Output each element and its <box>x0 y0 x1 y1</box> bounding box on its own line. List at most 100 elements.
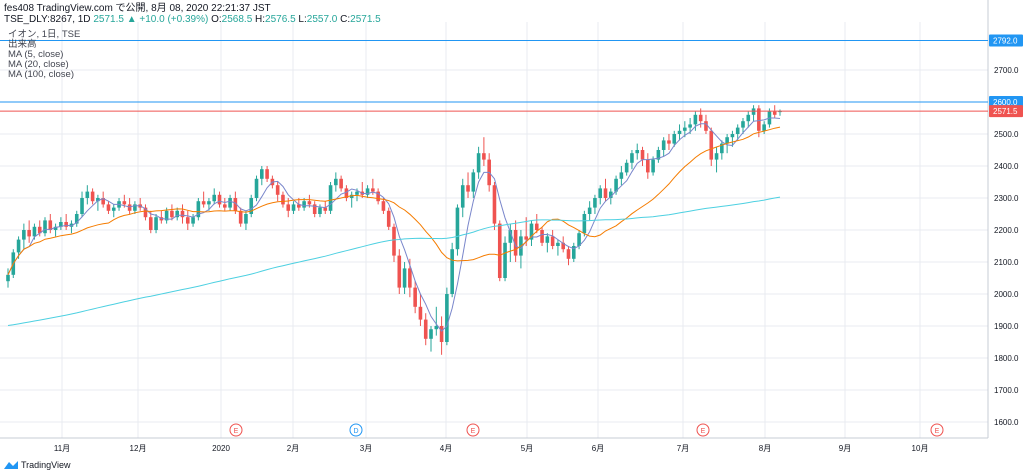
candle-body <box>127 204 132 211</box>
candle-body <box>762 124 766 131</box>
y-tick-label: 2100.0 <box>994 258 1019 267</box>
candle-body <box>704 121 708 131</box>
candle-body <box>677 130 682 134</box>
candle-body <box>661 140 666 150</box>
publish-info: fes408 TradingView.com で公開, 8月 08, 2020 … <box>4 3 271 14</box>
candle-body <box>143 207 148 218</box>
candle-body <box>450 249 454 294</box>
candle-body <box>133 204 137 211</box>
candle-body <box>741 121 745 128</box>
indicator-legend: イオン, 1日, TSE 出来高 MA (5, close) MA (20, c… <box>8 30 80 80</box>
candle-body <box>328 185 333 211</box>
legend-ma100[interactable]: MA (100, close) <box>8 69 74 80</box>
legend-ma5[interactable]: MA (5, close) <box>8 49 64 60</box>
legend-ma20[interactable]: MA (20, close) <box>8 59 69 70</box>
ma100-line <box>7 196 781 326</box>
candle-body <box>101 198 105 205</box>
x-tick-label: 12月 <box>130 444 147 453</box>
candle-body <box>355 191 359 195</box>
candle-body <box>683 127 687 131</box>
candle-body <box>170 210 174 218</box>
candle-body <box>334 178 338 186</box>
candle-body <box>757 108 761 131</box>
change-arrow-icon: ▲ <box>126 14 137 25</box>
candle-body <box>154 217 158 230</box>
candle-body <box>476 153 481 173</box>
candle-body <box>260 169 264 179</box>
earnings-marker[interactable] <box>696 423 710 437</box>
legend-volume[interactable]: 出来高 <box>8 39 37 50</box>
ma5-line <box>7 117 781 332</box>
candle-body <box>545 236 550 243</box>
candle-body <box>318 207 322 214</box>
dividend-marker[interactable] <box>349 423 363 437</box>
candle-body <box>228 198 232 208</box>
candle-body <box>392 226 396 256</box>
candle-body <box>53 226 58 230</box>
candle-body <box>556 242 560 246</box>
candle-body <box>164 210 169 221</box>
y-tick-label: 1600.0 <box>994 418 1019 427</box>
candle-body <box>672 134 677 144</box>
x-tick-label: 8月 <box>759 444 771 453</box>
candle-body <box>32 226 37 237</box>
ma20-line <box>7 126 781 276</box>
candle-body <box>365 188 370 195</box>
candle-body <box>688 124 692 128</box>
earnings-marker[interactable] <box>930 423 944 437</box>
candle-body <box>709 130 714 160</box>
candle-body <box>222 204 227 208</box>
candle-body <box>6 274 10 282</box>
candle-body <box>85 191 90 198</box>
candle-body <box>249 198 254 214</box>
candle-body <box>122 201 127 205</box>
x-tick-label: 7月 <box>677 444 689 453</box>
candle-body <box>90 191 95 202</box>
x-tick-label: 5月 <box>521 444 533 453</box>
price-label-box <box>989 96 1023 108</box>
y-tick-label: 2400.0 <box>994 162 1019 171</box>
symbol-ohlc-line: TSE_DLY:8267, 1D 2571.5 ▲ +10.0 (+0.39%)… <box>4 14 381 25</box>
low-label: L: <box>298 14 307 25</box>
candle-body <box>413 287 417 307</box>
candle-body <box>16 239 21 253</box>
candle-body <box>698 114 703 122</box>
candle-body <box>302 201 306 208</box>
candle-body <box>561 242 566 250</box>
candle-body <box>534 223 539 230</box>
candle-body <box>281 194 285 205</box>
close-value: 2571.5 <box>350 14 381 25</box>
earnings-marker[interactable] <box>466 423 480 437</box>
y-tick-label: 2700.0 <box>994 66 1019 75</box>
candle-body <box>212 194 217 202</box>
candle-body <box>418 306 423 320</box>
candle-body <box>714 153 719 160</box>
tradingview-brand[interactable]: TradingView <box>4 460 71 470</box>
candle-body <box>297 204 301 208</box>
candle-body <box>238 210 243 224</box>
candle-body <box>582 214 587 234</box>
candle-body <box>64 222 68 227</box>
candle-body <box>185 217 190 224</box>
y-tick-label: 2300.0 <box>994 194 1019 203</box>
price-label-box <box>989 105 1023 118</box>
candle-body <box>439 326 444 342</box>
candle-body <box>196 201 201 218</box>
dividend-marker-label: D <box>353 428 358 435</box>
candle-body <box>513 230 518 256</box>
candle-body <box>371 188 375 192</box>
price-label-text: 2600.0 <box>993 98 1018 107</box>
earnings-marker[interactable] <box>229 423 243 437</box>
high-label: H: <box>255 14 266 25</box>
candle-body <box>344 188 349 198</box>
x-tick-label: 11月 <box>54 444 70 453</box>
candle-body <box>376 191 380 202</box>
candle-body <box>746 114 751 122</box>
candle-body <box>217 194 222 205</box>
legend-symbol-title[interactable]: イオン, 1日, TSE <box>8 29 81 40</box>
y-tick-label: 1800.0 <box>994 354 1019 363</box>
x-tick-label: 6月 <box>592 444 604 453</box>
price-change: +10.0 (+0.39%) <box>139 14 209 25</box>
candle-body <box>191 217 195 224</box>
